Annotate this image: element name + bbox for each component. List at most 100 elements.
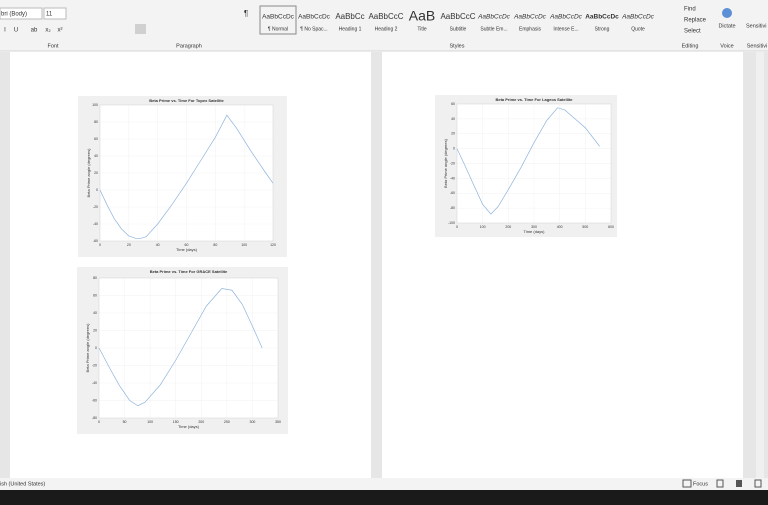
x-axis-label: Time (days) bbox=[176, 247, 198, 252]
x-tick-label: 400 bbox=[557, 225, 563, 229]
format-button[interactable]: x² bbox=[58, 28, 63, 34]
format-button[interactable]: x₂ bbox=[45, 28, 51, 34]
x-tick-label: 0 bbox=[456, 225, 458, 229]
status-bar bbox=[0, 478, 768, 490]
style-name[interactable]: Intense E... bbox=[553, 26, 578, 32]
editing-button[interactable]: Find bbox=[684, 7, 696, 13]
view-icon[interactable] bbox=[716, 479, 724, 488]
style-sample[interactable]: AaBbCcDc bbox=[298, 14, 331, 21]
align-left-selected[interactable] bbox=[135, 24, 146, 34]
style-name[interactable]: Subtitle bbox=[450, 26, 467, 32]
view-icon[interactable] bbox=[754, 479, 762, 488]
dictate-icon[interactable] bbox=[722, 8, 732, 18]
y-tick-label: -60 bbox=[92, 398, 97, 402]
data-line bbox=[99, 114, 274, 239]
style-selected bbox=[259, 5, 297, 35]
y-tick-label: -40 bbox=[92, 381, 97, 385]
x-tick-label: 0 bbox=[98, 420, 100, 424]
y-tick-label: -80 bbox=[450, 206, 455, 210]
y-tick-label: 0 bbox=[96, 188, 98, 192]
sensitivity-button[interactable]: Sensitivi bbox=[746, 23, 766, 29]
style-name[interactable]: Quote bbox=[631, 26, 645, 32]
style-sample[interactable]: AaBbCcDc bbox=[549, 14, 583, 21]
voice-button[interactable]: Dictate bbox=[718, 23, 735, 29]
font-name-box[interactable] bbox=[0, 7, 43, 20]
y-tick-label: 40 bbox=[451, 117, 455, 121]
group-label: Sensitivi bbox=[747, 43, 767, 49]
style-name[interactable]: ¶ Normal bbox=[268, 26, 288, 32]
x-tick-label: 500 bbox=[582, 225, 588, 229]
style-name[interactable]: Heading 1 bbox=[339, 26, 362, 32]
y-tick-label: 0 bbox=[95, 346, 97, 350]
style-sample[interactable]: AaBbCcDc bbox=[477, 14, 511, 21]
style-name[interactable]: Strong bbox=[595, 26, 610, 32]
y-tick-label: -40 bbox=[93, 222, 98, 226]
y-tick-label: -60 bbox=[450, 191, 455, 195]
x-tick-label: 100 bbox=[480, 225, 486, 229]
style-sample[interactable]: AaBbCcC bbox=[368, 12, 403, 21]
style-sample[interactable]: AaBbCc bbox=[335, 12, 364, 21]
x-tick-label: 300 bbox=[250, 420, 256, 424]
font-name[interactable]: bri (Body) bbox=[1, 12, 27, 18]
style-name[interactable]: ¶ No Spac... bbox=[300, 26, 327, 32]
format-button[interactable]: I bbox=[4, 28, 6, 34]
x-tick-label: 200 bbox=[198, 420, 204, 424]
x-tick-label: 20 bbox=[127, 243, 131, 247]
language: ish (United States) bbox=[0, 481, 45, 487]
focus-icon[interactable] bbox=[682, 479, 692, 488]
x-tick-label: 300 bbox=[531, 225, 537, 229]
style-sample[interactable]: AaB bbox=[409, 8, 435, 24]
paragraph-mark[interactable]: ¶ bbox=[244, 9, 248, 18]
y-tick-label: -100 bbox=[448, 221, 455, 225]
y-tick-label: -20 bbox=[93, 205, 98, 209]
scrollbar[interactable] bbox=[756, 52, 764, 478]
y-tick-label: -40 bbox=[450, 176, 455, 180]
y-tick-label: 40 bbox=[94, 154, 98, 158]
style-sample[interactable]: AaBbCcDc bbox=[262, 14, 295, 21]
style-name[interactable]: Title bbox=[417, 26, 426, 32]
y-tick-label: -80 bbox=[92, 416, 97, 420]
font-size-box[interactable] bbox=[43, 7, 67, 20]
x-tick-label: 60 bbox=[185, 243, 189, 247]
view-icon[interactable] bbox=[736, 480, 742, 487]
format-button[interactable]: U bbox=[14, 28, 18, 34]
style-name[interactable]: Heading 2 bbox=[375, 26, 398, 32]
format-button[interactable]: ab bbox=[31, 28, 38, 34]
x-tick-label: 100 bbox=[147, 420, 153, 424]
font-size[interactable]: 11 bbox=[46, 12, 53, 18]
y-tick-label: 60 bbox=[94, 137, 98, 141]
group-label: Editing bbox=[682, 43, 699, 49]
x-tick-label: 80 bbox=[213, 243, 217, 247]
ribbon bbox=[0, 0, 768, 51]
style-sample[interactable]: AaBbCcDc bbox=[585, 14, 619, 21]
y-tick-label: 20 bbox=[93, 328, 97, 332]
chart-title: Beta Prime vs. Time For GRACE Satellite bbox=[150, 269, 228, 274]
y-axis-label: Beta Prime angle (degrees) bbox=[85, 323, 90, 373]
chart-title: Beta Prime vs. Time For Lageos Satellite bbox=[495, 97, 573, 102]
style-sample[interactable]: AaBbCcDc bbox=[513, 14, 547, 21]
taskbar bbox=[0, 490, 768, 505]
editing-button[interactable]: Replace bbox=[684, 18, 707, 24]
style-name[interactable]: Emphasis bbox=[519, 26, 541, 32]
y-axis-label: Beta Prime angle (degrees) bbox=[86, 148, 91, 198]
focus[interactable]: Focus bbox=[693, 481, 708, 487]
y-tick-label: 20 bbox=[94, 171, 98, 175]
x-tick-label: 0 bbox=[99, 243, 101, 247]
x-tick-label: 40 bbox=[156, 243, 160, 247]
style-name[interactable]: Subtle Em... bbox=[480, 26, 507, 32]
y-tick-label: 20 bbox=[451, 132, 455, 136]
style-sample[interactable]: AaBbCcC bbox=[440, 12, 475, 21]
x-tick-label: 250 bbox=[224, 420, 230, 424]
data-line bbox=[456, 107, 600, 215]
x-tick-label: 50 bbox=[123, 420, 127, 424]
x-axis-label: Time (days) bbox=[524, 229, 546, 234]
y-tick-label: 60 bbox=[93, 293, 97, 297]
data-line bbox=[98, 288, 263, 407]
editing-button[interactable]: Select bbox=[684, 29, 701, 35]
x-tick-label: 100 bbox=[241, 243, 247, 247]
group-label: Voice bbox=[720, 43, 733, 49]
style-sample[interactable]: AaBbCcDc bbox=[621, 14, 655, 21]
y-tick-label: 100 bbox=[92, 103, 98, 107]
